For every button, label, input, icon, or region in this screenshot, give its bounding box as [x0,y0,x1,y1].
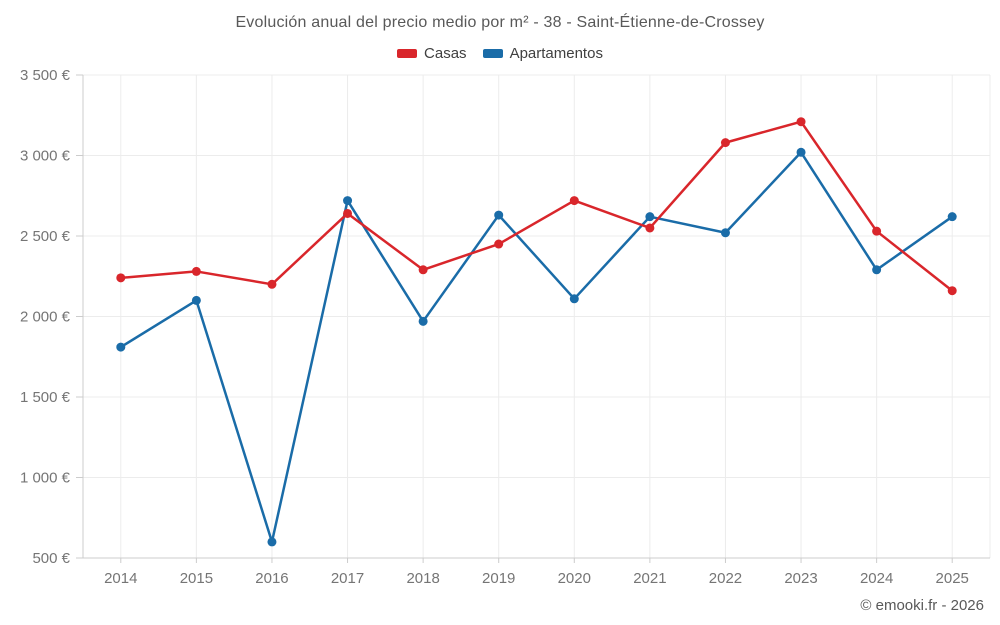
data-point-apartamentos-2018[interactable] [418,316,428,326]
data-point-casas-2020[interactable] [569,196,579,206]
footer-credit: © emooki.fr - 2026 [860,597,984,614]
data-point-apartamentos-2021[interactable] [645,212,655,222]
x-tick-label-2015: 2015 [180,570,213,587]
legend-swatch-casas-icon [397,49,418,58]
legend-item-casas[interactable]: Casas [397,45,467,62]
data-point-casas-2021[interactable] [645,223,655,233]
y-tick-label-2500: 2 500 € [20,228,71,245]
data-point-apartamentos-2016[interactable] [267,537,277,547]
data-point-casas-2023[interactable] [796,117,806,127]
y-tick-label-1000: 1 000 € [20,470,71,487]
x-tick-label-2018: 2018 [406,570,439,587]
series-line-apartamentos [119,151,954,544]
y-tick-label-500: 500 € [32,550,70,567]
data-point-apartamentos-2023[interactable] [796,147,806,157]
legend-label-apartamentos: Apartamentos [509,45,603,62]
data-point-casas-2025[interactable] [947,286,957,296]
data-point-casas-2019[interactable] [494,239,504,249]
legend-label-casas: Casas [424,45,467,62]
x-tick-label-2021: 2021 [633,570,666,587]
series-line-casas [119,120,954,292]
y-tick-label-3500: 3 500 € [20,67,71,84]
data-point-apartamentos-2019[interactable] [494,210,504,220]
data-point-apartamentos-2025[interactable] [947,212,957,222]
data-point-apartamentos-2020[interactable] [569,294,579,304]
y-tick-label-3000: 3 000 € [20,148,71,165]
chart-title: Evolución anual del precio medio por m² … [235,14,765,31]
x-tick-label-2022: 2022 [709,570,742,587]
legend-swatch-apartamentos-icon [482,49,503,58]
x-tick-label-2019: 2019 [482,570,515,587]
chart-legend: Casas Apartamentos [0,45,1000,62]
x-tick-label-2020: 2020 [558,570,591,587]
data-point-casas-2022[interactable] [720,138,730,148]
x-tick-label-2024: 2024 [860,570,893,587]
data-point-apartamentos-2014[interactable] [116,342,126,352]
data-point-casas-2016[interactable] [267,279,277,289]
data-point-casas-2014[interactable] [116,273,126,283]
x-tick-label-2025: 2025 [936,570,969,587]
x-tick-label-2016: 2016 [255,570,288,587]
data-point-apartamentos-2022[interactable] [720,228,730,238]
data-point-casas-2017[interactable] [343,208,353,218]
x-tick-label-2014: 2014 [104,570,137,587]
x-tick-label-2017: 2017 [331,570,364,587]
y-tick-label-1500: 1 500 € [20,389,71,406]
y-tick-label-2000: 2 000 € [20,309,71,326]
data-point-casas-2024[interactable] [872,226,882,236]
data-point-apartamentos-2024[interactable] [872,265,882,275]
data-point-casas-2015[interactable] [191,266,201,276]
data-point-casas-2018[interactable] [418,265,428,275]
legend-item-apartamentos[interactable]: Apartamentos [482,45,603,62]
data-point-apartamentos-2017[interactable] [343,196,353,206]
x-tick-label-2023: 2023 [784,570,817,587]
data-point-apartamentos-2015[interactable] [191,295,201,305]
